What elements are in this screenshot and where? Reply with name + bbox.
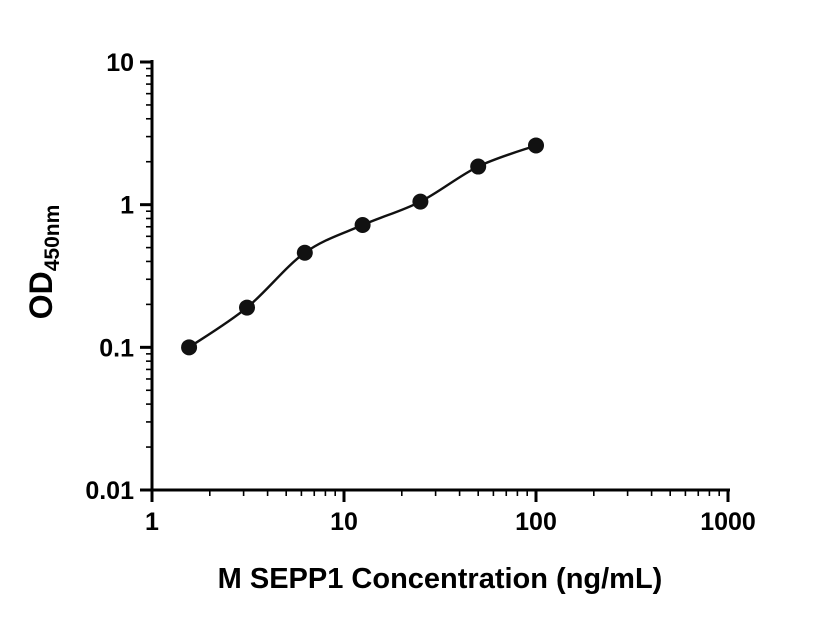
data-point <box>239 299 256 316</box>
data-point <box>528 137 544 154</box>
x-tick-label: 1000 <box>700 508 756 536</box>
y-axis-title-subscript: 450nm <box>41 205 64 272</box>
y-axis-title-main: OD <box>23 271 59 319</box>
y-axis-title: OD450nm <box>23 205 64 320</box>
x-tick-label: 1 <box>145 508 159 536</box>
y-tick-label: 0.01 <box>85 477 134 505</box>
data-point <box>296 244 313 261</box>
x-tick-label: 10 <box>330 508 358 536</box>
y-tick-label: 0.1 <box>99 334 134 362</box>
y-tick-label: 10 <box>106 49 134 77</box>
data-point <box>412 193 429 210</box>
data-point <box>181 339 198 356</box>
x-tick-label: 100 <box>515 508 557 536</box>
plot-area: 1 10 100 1000 0.01 0.1 1 10 <box>85 49 755 536</box>
data-point <box>470 158 487 175</box>
data-point <box>354 217 371 234</box>
y-tick-label: 1 <box>120 192 134 220</box>
fit-curve <box>188 144 537 349</box>
x-axis-title: M SEPP1 Concentration (ng/mL) <box>218 563 663 595</box>
